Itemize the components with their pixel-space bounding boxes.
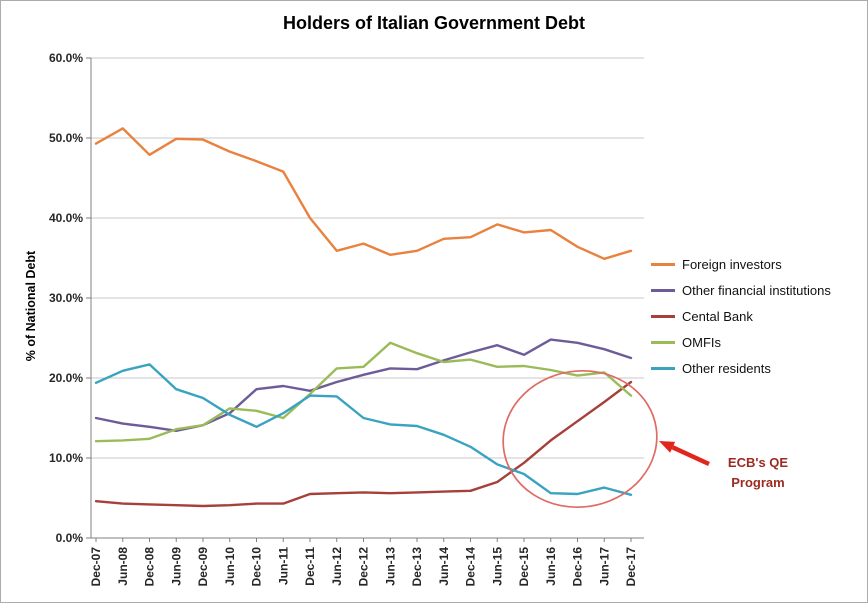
series-line-omfis: [94, 341, 633, 443]
x-tick-label: Jun-14: [437, 547, 451, 586]
series-line-foreign-investors: [94, 127, 633, 260]
qe-arrow-shaft: [671, 445, 710, 467]
x-tick-label: Dec-10: [250, 547, 264, 587]
qe-arrow-head: [659, 441, 676, 453]
x-tick-label: Jun-12: [330, 547, 344, 586]
x-tick-label: Jun-09: [169, 547, 183, 586]
x-tick-label: Dec-15: [517, 547, 531, 587]
x-tick-label: Dec-09: [196, 547, 210, 587]
legend-swatch: [651, 263, 675, 266]
qe-annotation-line2: Program: [731, 474, 785, 490]
legend-swatch: [651, 289, 675, 292]
x-tick-label: Dec-13: [410, 547, 424, 587]
legend-item-other-financial-institutions: Other financial institutions: [651, 283, 831, 298]
x-tick-label: Dec-16: [571, 547, 585, 587]
x-tick-label: Jun-08: [116, 547, 130, 586]
y-tick-label: 40.0%: [49, 211, 83, 225]
legend-item-foreign-investors: Foreign investors: [651, 257, 831, 272]
x-tick-label: Dec-07: [89, 547, 103, 587]
y-tick-label: 60.0%: [49, 51, 83, 65]
legend-label: Other residents: [682, 361, 771, 376]
x-tick-label: Jun-13: [383, 547, 397, 586]
qe-annotation-text: ECB's QE Program: [697, 453, 819, 492]
legend-label: Foreign investors: [682, 257, 782, 272]
legend-item-cental-bank: Cental Bank: [651, 309, 831, 324]
y-tick-label: 20.0%: [49, 371, 83, 385]
legend-swatch: [651, 367, 675, 370]
legend-label: Other financial institutions: [682, 283, 831, 298]
x-tick-label: Dec-17: [624, 547, 638, 587]
legend: Foreign investors Other financial institu…: [651, 257, 831, 387]
y-tick-label: 10.0%: [49, 451, 83, 465]
y-tick-label: 0.0%: [56, 531, 84, 545]
legend-item-other-residents: Other residents: [651, 361, 831, 376]
legend-swatch: [651, 315, 675, 318]
x-tick-label: Jun-15: [490, 547, 504, 586]
qe-annotation-line1: ECB's QE: [727, 455, 789, 470]
series-line-cental-bank: [94, 380, 633, 508]
x-tick-label: Jun-16: [544, 547, 558, 586]
chart-title: Holders of Italian Government Debt: [282, 13, 586, 33]
x-tick-label: Dec-11: [303, 547, 317, 586]
x-tick-label: Jun-11: [276, 547, 290, 585]
qe-ellipse: [502, 369, 658, 509]
legend-item-omfis: OMFIs: [651, 335, 831, 350]
x-tick-label: Jun-10: [223, 547, 237, 586]
legend-swatch: [651, 341, 675, 344]
x-tick-label: Jun-17: [597, 547, 611, 586]
y-tick-label: 30.0%: [49, 291, 83, 305]
y-tick-label: 50.0%: [49, 131, 83, 145]
legend-label: OMFIs: [682, 335, 721, 350]
series-line-other-residents: [94, 363, 633, 496]
x-tick-label: Dec-14: [464, 547, 478, 587]
legend-label: Cental Bank: [682, 309, 753, 324]
x-tick-label: Dec-08: [143, 547, 157, 587]
x-tick-label: Dec-12: [357, 547, 371, 587]
